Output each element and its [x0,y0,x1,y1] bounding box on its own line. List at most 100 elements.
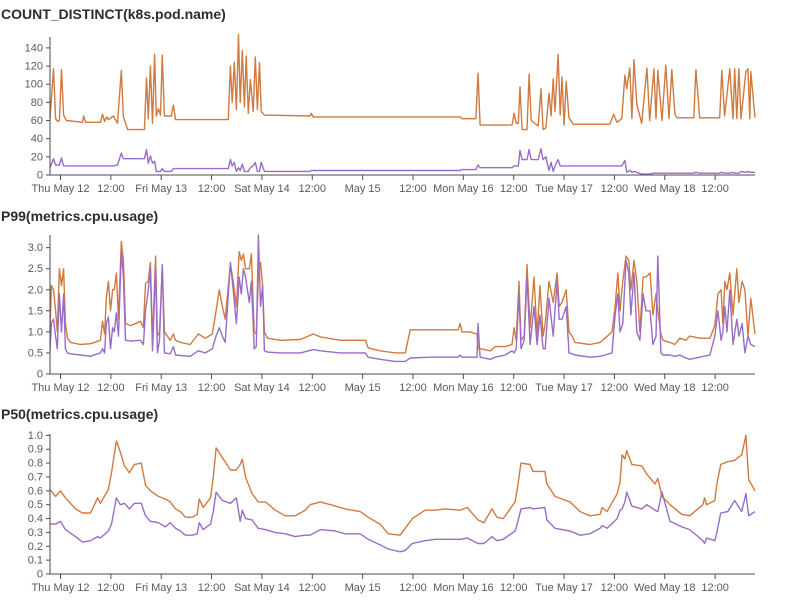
y-tick-label: 0.6 [28,485,43,497]
series-line-purple [49,234,756,363]
chart-panel-pod-count: COUNT_DISTINCT(k8s.pod.name) 0 20 40 60 80 10… [0,6,796,202]
x-tick: 12:00 [399,175,427,195]
x-tick-label: May 15 [345,183,381,195]
x-tick-label: May 15 [345,582,381,594]
x-tick: Mon May 16 [433,374,494,394]
y-tick: 120 [25,61,50,73]
x-tick-label: 12:00 [601,382,629,394]
series-line-orange [49,434,756,536]
y-tick-label: 1.5 [28,305,43,317]
y-tick: 0.2 [28,541,50,553]
y-tick-label: 80 [31,97,43,109]
x-tick: Tue May 17 [535,374,593,394]
x-tick-label: Sat May 14 [234,183,290,195]
x-tick: Wed May 18 [634,574,696,594]
x-tick-label: 12:00 [601,582,629,594]
x-tick-label: Wed May 18 [634,382,696,394]
x-tick: Tue May 17 [535,574,593,594]
y-tick: 2.5 [28,263,50,275]
y-tick: 40 [31,133,50,145]
chart-title: P99(metrics.cpu.usage) [1,208,159,224]
series-line-orange [49,240,756,354]
x-tick: Thu May 12 [31,374,90,394]
x-tick: Mon May 16 [433,175,494,195]
y-tick: 3.0 [28,242,50,254]
x-tick: 12:00 [399,574,427,594]
y-tick-label: 0.7 [28,471,43,483]
x-tick-label: 12:00 [399,183,427,195]
y-tick: 0.6 [28,485,50,497]
x-tick: Sat May 14 [234,175,290,195]
chart-title: COUNT_DISTINCT(k8s.pod.name) [1,6,226,22]
x-tick-label: 12:00 [198,183,226,195]
y-tick-label: 0.3 [28,527,43,539]
x-tick-label: 12:00 [500,582,528,594]
x-tick: 12:00 [601,574,629,594]
x-tick-label: Tue May 17 [535,183,593,195]
y-tick: 1.5 [28,305,50,317]
x-tick: 12:00 [601,374,629,394]
x-tick-label: 12:00 [97,183,125,195]
x-tick: 12:00 [299,374,327,394]
x-tick-label: 12:00 [601,183,629,195]
y-tick-label: 140 [25,42,43,54]
x-tick-label: Thu May 12 [31,183,89,195]
y-tick: 0.3 [28,527,50,539]
x-tick: May 15 [345,374,381,394]
y-tick: 0.9 [28,444,50,456]
x-tick: 12:00 [701,175,729,195]
x-tick-label: Thu May 12 [31,382,89,394]
x-tick: 12:00 [500,574,528,594]
y-tick-label: 1.0 [28,326,43,338]
y-tick-label: 0.2 [28,541,43,553]
series-line-purple [49,148,755,175]
y-tick-label: 40 [31,133,43,145]
x-tick: Fri May 13 [135,574,187,594]
y-tick-label: 0.4 [28,513,43,525]
y-tick-label: 3.0 [28,242,43,254]
y-tick-label: 100 [25,79,43,91]
x-tick: Tue May 17 [535,175,593,195]
y-tick: 0.5 [28,347,50,359]
x-tick: Wed May 18 [634,175,696,195]
y-tick: 60 [31,115,50,127]
y-tick-label: 2.5 [28,263,43,275]
series-line-purple [50,491,756,553]
y-tick-label: 0.5 [28,347,43,359]
x-tick-label: Wed May 18 [634,582,696,594]
y-tick-label: 0.9 [28,444,43,456]
x-tick-label: 12:00 [97,582,125,594]
y-tick: 0 [37,170,50,182]
y-tick: 0 [37,369,50,381]
x-tick: Thu May 12 [31,574,90,594]
chart-title: P50(metrics.cpu.usage) [1,406,159,422]
y-tick-label: 1.0 [28,430,43,442]
x-tick-label: Mon May 16 [433,582,494,594]
x-tick: 12:00 [198,374,225,394]
x-tick: Mon May 16 [433,574,494,594]
x-tick-label: 12:00 [299,582,327,594]
y-tick: 100 [25,79,50,91]
y-tick-label: 20 [31,151,43,163]
x-tick-label: May 15 [345,382,381,394]
x-tick: May 15 [345,574,381,594]
x-tick: 12:00 [500,374,527,394]
x-tick-label: Fri May 13 [135,382,187,394]
x-tick: Thu May 12 [31,175,90,195]
y-tick: 80 [31,97,50,109]
x-tick-label: 12:00 [399,382,427,394]
x-tick-label: Fri May 13 [135,582,187,594]
x-tick: 12:00 [601,175,629,195]
y-tick-label: 0.8 [28,458,43,470]
y-tick: 1.0 [28,326,50,338]
y-tick: 2.0 [28,284,50,296]
x-tick-label: Tue May 17 [535,382,593,394]
x-tick: 12:00 [399,374,427,394]
x-tick-label: Tue May 17 [535,582,593,594]
y-tick: 0 [37,569,50,581]
x-tick: 12:00 [299,574,327,594]
y-tick-label: 120 [25,61,43,73]
x-tick: 12:00 [198,175,226,195]
x-tick-label: 12:00 [299,382,327,394]
x-tick-label: 12:00 [500,183,528,195]
